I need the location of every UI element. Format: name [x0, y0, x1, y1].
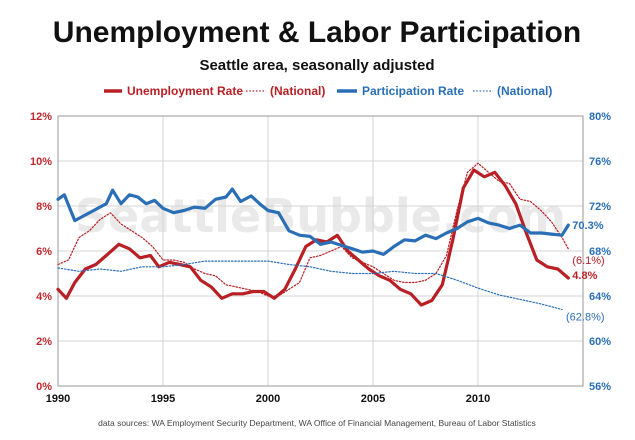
y-right-tick-label: 64%: [589, 291, 611, 303]
y-right-tick-label: 60%: [589, 336, 611, 348]
plot-area: SeattleBubble.com 0% 56% 2% 60% 4% 64% 6% 68% 8% 7…: [30, 111, 611, 405]
y-left-tick-label: 0%: [36, 381, 52, 393]
end-label-participation: 70.3%: [572, 220, 603, 232]
y-left-tick-label: 8%: [36, 201, 52, 213]
legend-label-participation-national: (National): [497, 84, 552, 98]
chart-title: Unemployment & Labor Participation: [53, 16, 581, 49]
x-tick-label: 2000: [256, 393, 280, 405]
x-tick-label: 2010: [466, 393, 490, 405]
y-right-tick-label: 56%: [589, 381, 611, 393]
series-line-unemployment-national: [57, 162, 569, 297]
y-left-tick-label: 4%: [36, 291, 52, 303]
legend: Unemployment Rate (National) Participati…: [104, 84, 552, 98]
y-right-tick-label: 76%: [589, 156, 611, 168]
y-right-tick-label: 72%: [589, 201, 611, 213]
legend-label-unemployment-national: (National): [270, 84, 325, 98]
series-line-participation: [56, 187, 570, 256]
legend-label-unemployment: Unemployment Rate: [127, 84, 243, 98]
end-label-participation-national: (62.8%): [566, 312, 605, 324]
watermark-text: SeattleBubble.com: [75, 189, 566, 243]
x-tick-label: 1990: [46, 393, 70, 405]
end-label-unemployment: 4.8%: [572, 270, 597, 282]
plot-frame: [57, 115, 584, 387]
data-source-note: data sources: WA Employment Security Dep…: [98, 418, 536, 428]
series-line-participation-national: [57, 260, 563, 311]
series-line-unemployment: [56, 168, 570, 307]
x-tick-label: 1995: [151, 393, 175, 405]
y-left-tick-label: 10%: [30, 156, 52, 168]
y-left-tick-label: 6%: [36, 246, 52, 258]
y-right-tick-label: 80%: [589, 111, 611, 123]
y-right-tick-label: 68%: [589, 246, 611, 258]
y-left-tick-label: 12%: [30, 111, 52, 123]
legend-label-participation: Participation Rate: [362, 84, 464, 98]
x-tick-label: 2005: [361, 393, 385, 405]
end-label-unemployment-national: (6.1%): [572, 255, 604, 267]
chart-subtitle: Seattle area, seasonally adjusted: [199, 57, 434, 74]
y-left-tick-label: 2%: [36, 336, 52, 348]
